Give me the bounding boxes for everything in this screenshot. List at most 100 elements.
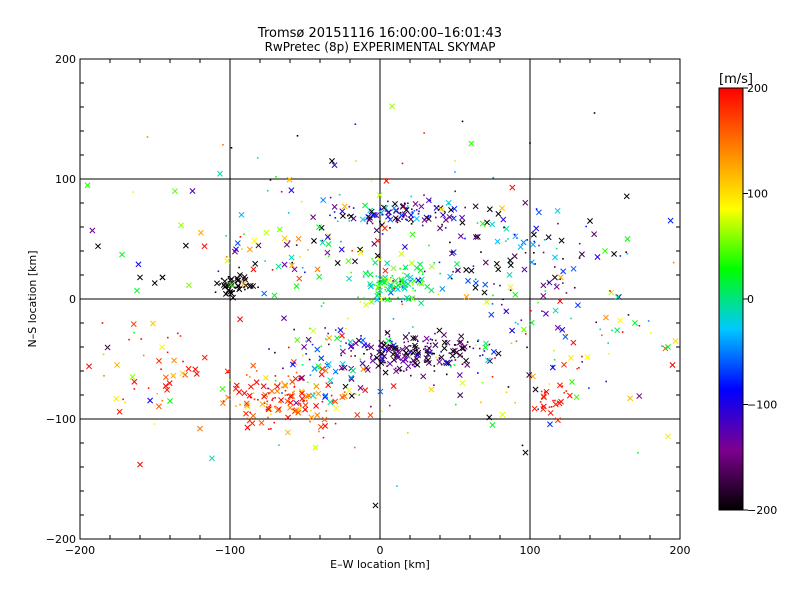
data-point-cross <box>208 455 215 462</box>
data-point-dot <box>477 339 480 341</box>
data-point-dot <box>402 272 404 274</box>
data-point-dot <box>235 405 237 407</box>
data-point-cross <box>512 291 519 298</box>
data-point-dot <box>408 279 411 282</box>
data-point-dot <box>265 408 268 411</box>
data-point-dot <box>354 123 357 126</box>
data-point-dot <box>548 406 551 408</box>
data-point-cross <box>454 267 461 274</box>
data-point-cross <box>380 204 387 211</box>
data-point-cross <box>314 266 321 273</box>
data-point-cross <box>246 417 253 424</box>
data-point-dot <box>609 290 611 292</box>
data-point-cross <box>235 277 242 284</box>
colorbar-tick-label: 200 <box>747 82 768 95</box>
data-point-cross <box>407 216 414 223</box>
data-point-dot <box>672 261 675 264</box>
data-point-dot <box>599 328 602 331</box>
data-point-dot <box>268 428 270 430</box>
data-point-cross <box>315 363 322 370</box>
data-point-cross <box>485 357 491 364</box>
data-point-dot <box>534 263 536 265</box>
data-point-dot <box>428 244 430 247</box>
data-point-cross <box>381 225 388 232</box>
data-point-dot <box>280 401 282 404</box>
data-point-cross <box>556 382 563 389</box>
data-point-dot <box>553 349 555 352</box>
data-point-dot <box>392 285 395 287</box>
data-point-dot <box>401 300 403 303</box>
data-point-cross <box>441 339 448 346</box>
data-point-cross <box>282 382 289 389</box>
data-point-cross <box>408 260 415 267</box>
data-point-cross <box>562 333 569 340</box>
data-point-cross <box>334 260 341 266</box>
data-point-dot <box>407 432 409 434</box>
data-point-dot <box>621 331 624 333</box>
data-point-dot <box>409 374 412 377</box>
data-point-dot <box>408 332 410 334</box>
colorbar-tick-label: 100 <box>747 188 768 201</box>
data-point-cross <box>320 197 327 204</box>
data-point-cross <box>220 282 227 289</box>
data-point-cross <box>403 344 410 351</box>
data-point-dot <box>401 303 404 306</box>
data-point-cross <box>347 343 354 350</box>
data-point-dot <box>477 372 479 374</box>
data-point-dot <box>402 297 404 300</box>
data-point-dot <box>156 392 158 395</box>
data-point-cross <box>250 283 257 289</box>
data-point-dot <box>440 351 442 353</box>
data-point-dot <box>433 365 436 367</box>
data-point-dot <box>435 356 437 359</box>
data-point-cross <box>574 302 581 309</box>
data-point-dot <box>284 394 287 397</box>
data-point-cross <box>236 286 243 293</box>
data-point-dot <box>429 215 432 217</box>
data-point-dot <box>517 323 519 325</box>
data-point-cross <box>378 209 385 216</box>
data-point-dot <box>177 332 179 335</box>
data-point-cross <box>233 382 240 389</box>
data-point-dot <box>412 287 414 290</box>
data-point-dot <box>453 364 456 366</box>
data-point-cross <box>325 382 332 389</box>
data-point-dot <box>477 340 479 343</box>
data-point-cross <box>155 403 162 410</box>
data-point-dot <box>313 383 315 385</box>
data-point-cross <box>542 310 549 317</box>
data-point-cross <box>468 140 475 147</box>
data-point-cross <box>533 225 540 232</box>
data-point-dot <box>238 285 240 287</box>
data-point-dot <box>249 411 251 414</box>
data-point-cross <box>458 333 465 340</box>
data-point-cross <box>529 373 536 380</box>
data-point-cross <box>294 337 301 344</box>
data-point-cross <box>331 162 338 169</box>
data-point-dot <box>390 300 392 302</box>
data-point-dot <box>304 271 306 274</box>
data-point-dot <box>423 361 426 363</box>
data-point-cross <box>412 201 419 207</box>
data-point-cross <box>241 390 248 397</box>
data-point-dot <box>418 210 420 213</box>
data-point-cross <box>228 276 235 283</box>
data-point-dot <box>441 223 443 226</box>
data-point-dot <box>306 381 309 384</box>
data-point-dot <box>417 347 420 350</box>
data-point-dot <box>244 288 246 291</box>
data-point-dot <box>423 348 425 351</box>
x-axis-label: E–W location [km] <box>330 558 430 571</box>
data-point-cross <box>611 251 618 257</box>
data-point-dot <box>396 221 399 224</box>
data-point-dot <box>438 261 441 264</box>
data-point-cross <box>507 284 514 291</box>
data-point-dot <box>499 284 501 287</box>
data-point-cross <box>159 274 166 281</box>
data-point-dot <box>379 207 382 210</box>
data-point-dot <box>342 337 345 340</box>
data-point-dot <box>399 359 402 361</box>
data-point-dot <box>242 279 245 281</box>
data-point-dot <box>376 281 378 284</box>
data-point-dot <box>321 400 324 403</box>
